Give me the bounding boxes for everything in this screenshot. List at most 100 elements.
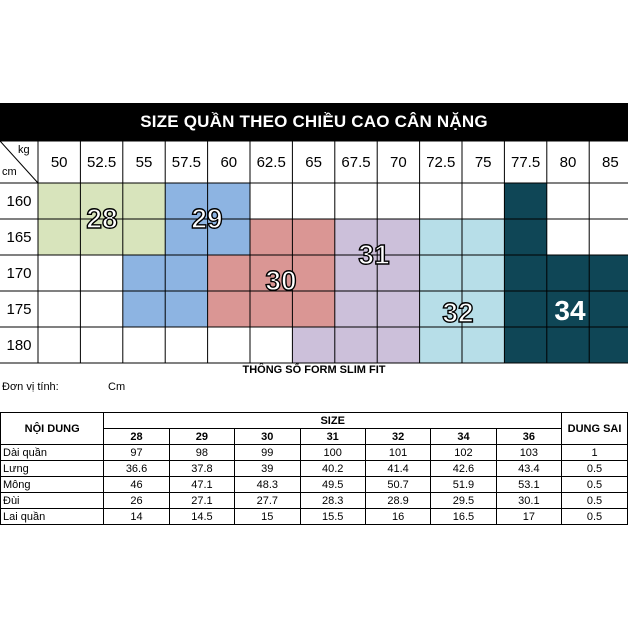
size-cell: [207, 183, 250, 219]
weight-label: 80: [559, 153, 577, 171]
weight-label: 65: [305, 153, 322, 171]
size-cell: [122, 255, 166, 291]
tolerance-cell: 0.5: [561, 460, 628, 477]
measurement-cell: 51.9: [430, 476, 497, 493]
measurement-cell: 30.1: [495, 492, 563, 509]
measurement-cell: 100: [299, 444, 366, 461]
height-label: 165: [6, 228, 32, 246]
size-cell: [546, 255, 590, 291]
grid-line: [0, 140, 39, 184]
size-cell: [122, 219, 166, 255]
measurement-cell: 16: [364, 508, 432, 525]
size-cell: [419, 327, 462, 363]
size-header-cell: 32: [364, 428, 432, 445]
height-label: 180: [6, 336, 32, 354]
size-cell: [165, 255, 208, 291]
measurement-cell: 28.9: [364, 492, 432, 509]
size-label-28: 28: [86, 203, 119, 234]
size-label-29: 29: [191, 203, 224, 234]
size-cell: [292, 219, 335, 255]
size-cell: [250, 219, 293, 255]
weight-label: 60: [220, 153, 238, 171]
table-row: Lưng 36.6 37.8 39 40.2 41.4 42.6 43.4 0.5: [0, 460, 628, 477]
size-header-cell: 29: [168, 428, 236, 445]
measurement-cell: 42.6: [430, 460, 497, 477]
measurement-cell: 99: [234, 444, 301, 461]
spec-table: NỘI DUNG SIZE DUNG SAI 28 29 30 31 32 34 36 Dài qu…: [0, 412, 628, 525]
size-header-cell: 31: [299, 428, 366, 445]
measurement-cell: 14: [103, 508, 170, 525]
size-cell: [462, 255, 505, 291]
measurement-cell: 14.5: [168, 508, 236, 525]
size-cell: [38, 183, 81, 219]
size-cell: [504, 291, 547, 327]
measurement-cell: 97: [103, 444, 170, 461]
row-label: Đùi: [0, 492, 105, 509]
weight-label: 70: [390, 153, 407, 171]
size-cell: [504, 183, 547, 219]
size-cell: [377, 255, 420, 291]
size-cell: [462, 291, 505, 327]
size-cell: [207, 255, 250, 291]
table-row: Đùi 26 27.1 27.7 28.3 28.9 29.5 30.1 0.5: [0, 492, 628, 509]
weight-label: 50: [50, 153, 68, 171]
height-label: 170: [6, 264, 32, 282]
size-header-cell: 36: [495, 428, 563, 445]
table-row: Mông 46 47.1 48.3 49.5 50.7 51.9 53.1 0.5: [0, 476, 628, 493]
size-cell: [589, 255, 628, 291]
chart-title: SIZE QUẦN THEO CHIỀU CAO CÂN NẶNG: [0, 103, 628, 141]
row-label: Lưng: [0, 460, 105, 477]
size-cell: [334, 327, 378, 363]
unit-value: Cm: [108, 381, 126, 393]
size-header-cell: 30: [234, 428, 301, 445]
size-cell: [122, 183, 166, 219]
measurement-cell: 40.2: [299, 460, 366, 477]
size-cell: [38, 219, 81, 255]
measurement-cell: 39: [234, 460, 301, 477]
size-cell: [165, 291, 208, 327]
size-header-cell: 28: [103, 428, 170, 445]
measurement-cell: 48.3: [234, 476, 301, 493]
size-header-cell: 34: [430, 428, 497, 445]
table-row: Dài quần 97 98 99 100 101 102 103 1: [0, 444, 628, 461]
header-tolerance: DUNG SAI: [561, 412, 628, 445]
size-cell: [504, 219, 547, 255]
tolerance-cell: 0.5: [561, 492, 628, 509]
measurement-cell: 41.4: [364, 460, 432, 477]
size-cell: [292, 327, 335, 363]
size-cell: [80, 219, 123, 255]
size-cell: [122, 291, 166, 327]
tolerance-cell: 0.5: [561, 476, 628, 493]
height-label: 175: [6, 300, 32, 318]
weight-label: 77.5: [510, 153, 541, 171]
measurement-cell: 15: [234, 508, 301, 525]
measurement-cell: 29.5: [430, 492, 497, 509]
size-label-32: 32: [442, 297, 475, 328]
size-cell: [207, 291, 250, 327]
size-cell: [292, 291, 335, 327]
measurement-cell: 17: [495, 508, 563, 525]
size-cell: [250, 255, 293, 291]
size-cell: [250, 291, 293, 327]
size-cell: [165, 219, 208, 255]
measurement-cell: 102: [430, 444, 497, 461]
size-label-34: 34: [554, 295, 586, 326]
size-label-31: 31: [358, 239, 391, 270]
tolerance-cell: 1: [561, 444, 628, 461]
size-cell: [292, 255, 335, 291]
measurement-cell: 49.5: [299, 476, 366, 493]
size-cell: [589, 327, 628, 363]
row-label: Lai quần: [0, 508, 105, 525]
size-cell: [377, 291, 420, 327]
size-cell: [419, 219, 462, 255]
size-cell: [589, 291, 628, 327]
measurement-cell: 101: [364, 444, 432, 461]
weight-label: 72.5: [426, 153, 456, 171]
size-cell: [504, 255, 547, 291]
size-label-30: 30: [265, 265, 298, 296]
size-cell: [334, 255, 378, 291]
size-cell: [462, 219, 505, 255]
size-cell: [80, 183, 123, 219]
row-label: Dài quần: [0, 444, 105, 461]
